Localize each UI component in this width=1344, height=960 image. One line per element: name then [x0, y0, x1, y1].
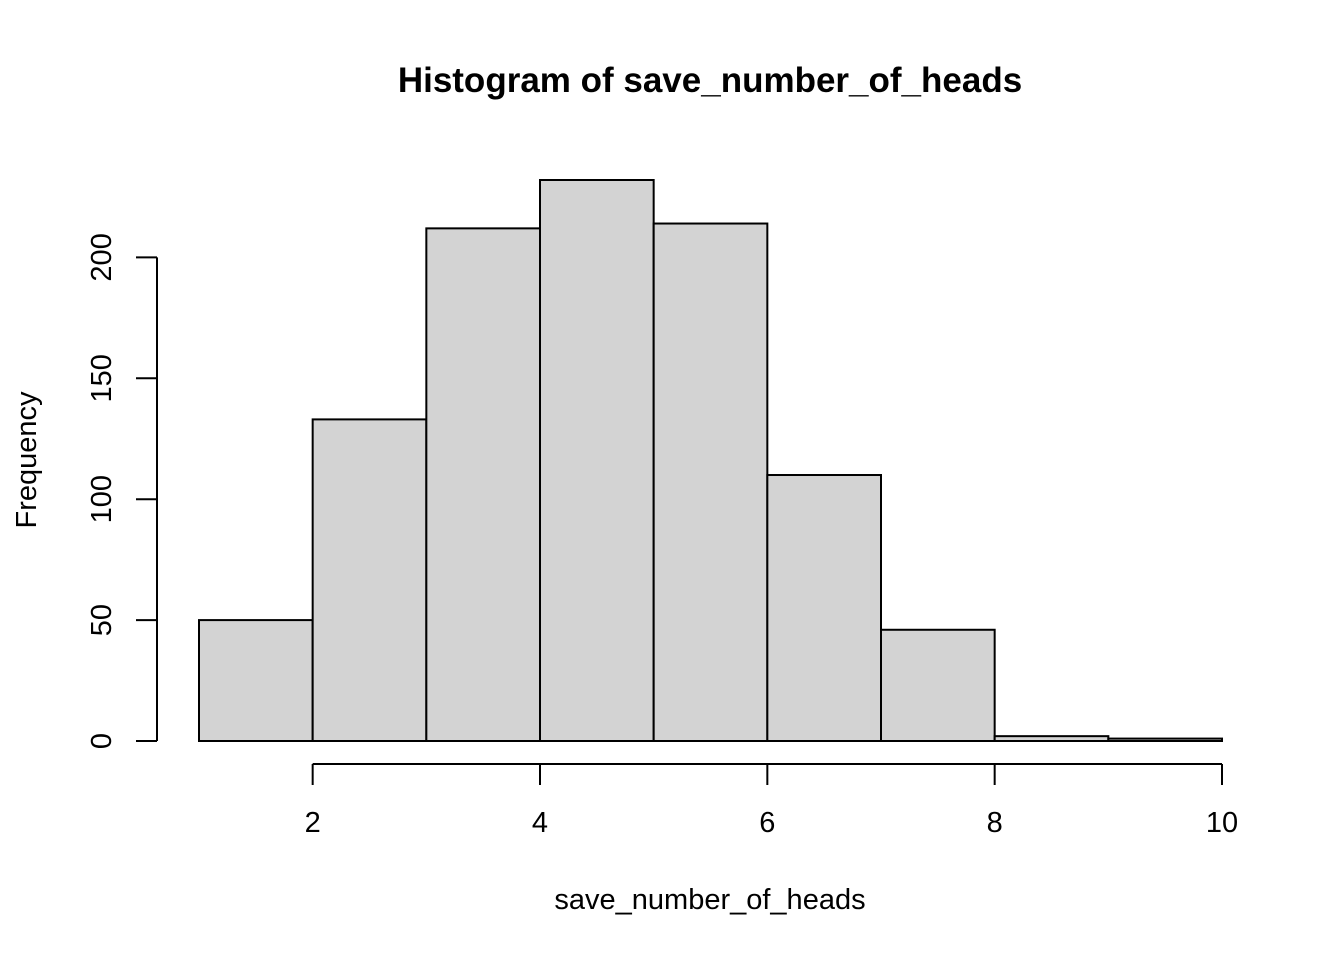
histogram-bar-4	[539, 179, 655, 742]
x-axis-label: save_number_of_heads	[554, 884, 865, 916]
histogram-bar-8	[993, 735, 1110, 743]
histogram-bar-7	[880, 628, 996, 742]
y-tick-label: 200	[86, 233, 118, 281]
x-tick-label: 8	[987, 807, 1003, 839]
histogram-bar-5	[652, 222, 769, 742]
histogram-bar-1	[198, 619, 314, 743]
x-tick-label: 4	[532, 807, 548, 839]
y-tick-label: 0	[86, 733, 118, 749]
bars-group	[198, 179, 1224, 743]
x-tick-label: 10	[1206, 807, 1238, 839]
x-tick-label: 2	[305, 807, 321, 839]
y-tick-label: 100	[86, 475, 118, 523]
y-tick-label: 150	[86, 354, 118, 402]
y-tick-label: 50	[86, 604, 118, 636]
chart-title: Histogram of save_number_of_heads	[398, 61, 1022, 100]
histogram-bar-9	[1107, 737, 1224, 743]
histogram-bar-2	[311, 418, 428, 742]
x-tick-label: 6	[759, 807, 775, 839]
y-axis: 0 50 100 150 200	[86, 233, 158, 749]
histogram-bar-3	[425, 227, 542, 743]
y-axis-label: Frequency	[11, 391, 43, 529]
histogram-bar-6	[766, 474, 882, 742]
x-axis: 2 4 6 8 10	[305, 763, 1238, 839]
